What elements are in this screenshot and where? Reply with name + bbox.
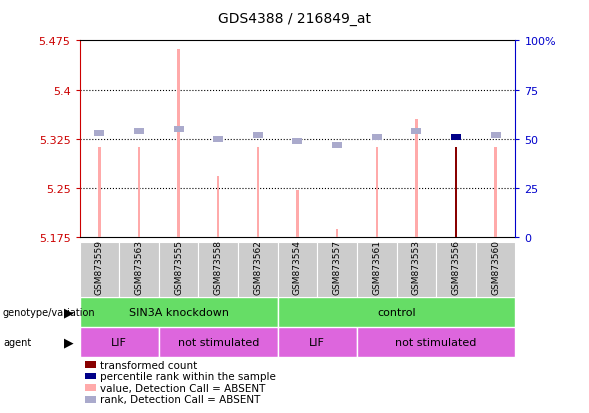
Bar <box>451 135 461 140</box>
Text: not stimulated: not stimulated <box>395 337 477 347</box>
Bar <box>277 328 357 357</box>
Bar <box>253 133 263 139</box>
Text: LIF: LIF <box>309 337 325 347</box>
Text: GSM873553: GSM873553 <box>412 240 421 294</box>
Bar <box>198 242 238 298</box>
Bar <box>134 129 144 135</box>
Bar <box>80 242 119 298</box>
Bar <box>174 127 184 133</box>
Bar <box>238 242 277 298</box>
Bar <box>332 142 342 148</box>
Bar <box>296 190 299 238</box>
Text: GSM873559: GSM873559 <box>95 240 104 294</box>
Bar <box>357 242 396 298</box>
Text: genotype/variation: genotype/variation <box>3 308 95 318</box>
Bar <box>257 148 259 238</box>
Bar <box>317 242 357 298</box>
Bar <box>415 120 418 238</box>
Bar <box>376 148 378 238</box>
Text: not stimulated: not stimulated <box>177 337 259 347</box>
Text: GSM873561: GSM873561 <box>372 240 381 294</box>
Text: SIN3A knockdown: SIN3A knockdown <box>128 308 229 318</box>
Text: GSM873557: GSM873557 <box>333 240 342 294</box>
Bar <box>119 242 159 298</box>
Bar <box>372 135 382 140</box>
Bar <box>159 328 277 357</box>
Text: GSM873558: GSM873558 <box>214 240 223 294</box>
Bar <box>217 177 219 238</box>
Text: transformed count: transformed count <box>100 360 197 370</box>
Text: LIF: LIF <box>111 337 127 347</box>
Bar <box>494 148 497 238</box>
Text: percentile rank within the sample: percentile rank within the sample <box>100 371 276 381</box>
Bar <box>138 148 140 238</box>
Text: ▶: ▶ <box>64 306 74 319</box>
Bar <box>293 139 302 145</box>
Bar <box>277 242 317 298</box>
Text: GSM873563: GSM873563 <box>134 240 144 294</box>
Text: GSM873556: GSM873556 <box>451 240 461 294</box>
Bar <box>80 298 277 328</box>
Bar <box>491 133 501 139</box>
Text: GSM873555: GSM873555 <box>174 240 183 294</box>
Text: rank, Detection Call = ABSENT: rank, Detection Call = ABSENT <box>100 394 260 404</box>
Bar <box>411 129 421 135</box>
Text: control: control <box>377 308 416 318</box>
Bar <box>80 328 159 357</box>
Bar <box>277 298 515 328</box>
Text: GSM873562: GSM873562 <box>253 240 262 294</box>
Text: GSM873554: GSM873554 <box>293 240 302 294</box>
Text: value, Detection Call = ABSENT: value, Detection Call = ABSENT <box>100 383 266 393</box>
Bar <box>98 148 101 238</box>
Bar <box>336 229 338 238</box>
Bar <box>396 242 436 298</box>
Bar <box>357 328 515 357</box>
Text: agent: agent <box>3 337 31 347</box>
Bar <box>455 148 457 238</box>
Bar <box>94 131 104 137</box>
Text: ▶: ▶ <box>64 336 74 349</box>
Bar <box>159 242 198 298</box>
Bar <box>177 50 180 238</box>
Text: GDS4388 / 216849_at: GDS4388 / 216849_at <box>218 12 371 26</box>
Text: GSM873560: GSM873560 <box>491 240 500 294</box>
Bar <box>213 137 223 142</box>
Bar <box>436 242 476 298</box>
Bar <box>476 242 515 298</box>
